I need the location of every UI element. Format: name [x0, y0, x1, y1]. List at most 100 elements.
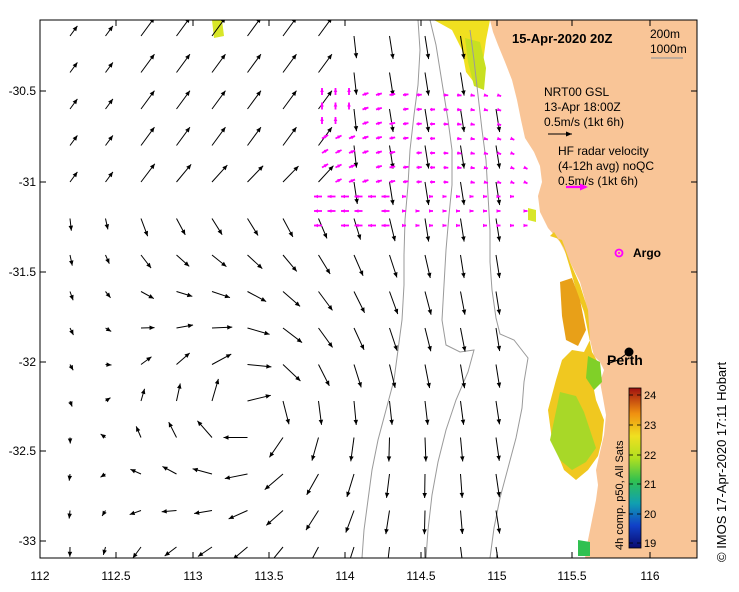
radar-arrow [402, 180, 409, 184]
model-arrow [130, 468, 142, 475]
model-arrow [389, 218, 396, 242]
sst-patch [586, 356, 602, 390]
model-arrow [282, 218, 294, 238]
radar-arrow [347, 88, 351, 95]
model-arrow [105, 62, 114, 73]
radar-arrow [470, 122, 475, 126]
plot-frame [39, 19, 698, 559]
model-arrow [495, 364, 502, 388]
model-arrow [495, 546, 499, 558]
radar-arrow [416, 180, 422, 184]
model-arrow [424, 327, 432, 352]
x-tick-113-5: 113.5 [254, 569, 283, 583]
model-arrow [247, 165, 264, 183]
model-arrow [353, 72, 359, 95]
model-arrow [69, 327, 74, 336]
model-arrow [69, 98, 78, 110]
model-arrow [318, 53, 333, 73]
model-arrow [318, 218, 328, 239]
model-arrow [211, 353, 232, 365]
x-tick-112: 112 [30, 569, 49, 583]
x-tick-113: 113 [183, 569, 202, 583]
model-arrow [211, 90, 226, 110]
radar-arrow [389, 136, 396, 140]
model-arrow [353, 400, 359, 425]
radar-arrow [375, 165, 383, 169]
model-arrow [460, 72, 466, 96]
radar-arrow [483, 151, 489, 155]
colorbar-ticks [629, 394, 641, 544]
radar-arrow [429, 107, 436, 112]
radar-arrow [362, 135, 369, 140]
model-arrow [69, 135, 78, 146]
model-arrow [389, 327, 398, 351]
radar-arrow [483, 180, 489, 184]
radar-arrow [496, 122, 502, 127]
radar-arrow [314, 223, 322, 228]
model-arrow [353, 218, 362, 240]
radar-arrow [483, 194, 487, 199]
model-arrow [424, 546, 426, 558]
model-arrow [495, 145, 502, 169]
x-tick-112-5: 112.5 [101, 569, 130, 583]
radar-arrow [456, 209, 460, 213]
radar-arrow [347, 102, 351, 110]
colorbar-tick-21: 21 [644, 479, 656, 491]
radar-arrow [389, 165, 396, 169]
radar-arrow [375, 92, 383, 97]
model-arrow [68, 218, 74, 231]
model-arrow [353, 145, 359, 168]
radar-arrow [523, 209, 528, 213]
radar-arrow [402, 107, 409, 112]
radar-arrow [416, 136, 422, 141]
model-arrow [100, 472, 106, 478]
radar-arrow [314, 194, 322, 199]
model-arrow [140, 53, 155, 73]
radar-arrow [333, 102, 338, 110]
model-arrow [105, 362, 112, 367]
radar-arrow [483, 107, 489, 112]
model-arrow [69, 25, 78, 37]
model-arrow [129, 510, 142, 516]
model-arrow [282, 327, 303, 343]
model-arrow [460, 108, 466, 133]
radar-arrow [354, 223, 363, 228]
radar-arrow [335, 163, 342, 169]
model-arrow [247, 254, 263, 270]
model-arrow [384, 510, 390, 535]
radar-arrow [470, 151, 475, 155]
model-arrow [140, 20, 154, 37]
model-arrow [282, 90, 297, 110]
model-arrow [424, 218, 431, 242]
model-arrow [269, 437, 284, 458]
colorbar [628, 387, 642, 549]
y-tick-31: -31 [19, 175, 37, 189]
model-arrow [282, 254, 298, 272]
y-tick-33: -33 [19, 534, 37, 548]
radar-arrow [348, 135, 356, 140]
radar-arrow [443, 107, 449, 112]
model-arrow [105, 135, 114, 146]
map-title: 15-Apr-2020 20Z [512, 31, 612, 46]
bathymetry-contours [361, 20, 529, 558]
model-arrow [312, 546, 319, 558]
model-arrow [353, 291, 366, 313]
radar-arrow [341, 223, 349, 228]
radar-arrow [443, 180, 449, 184]
model-arrow [459, 473, 465, 498]
model-arrow [495, 108, 502, 133]
model-arrow [211, 291, 231, 299]
radar-arrow [375, 107, 383, 111]
model-legend-line2: 13-Apr 18:00Z [544, 100, 621, 114]
model-arrow [422, 510, 427, 535]
model-arrow [460, 291, 467, 315]
radar-arrow [429, 165, 436, 170]
model-arrow [460, 218, 466, 242]
model-arrow [495, 473, 501, 498]
model-arrow [318, 254, 331, 275]
model-arrow [69, 254, 74, 266]
model-arrow [161, 509, 177, 514]
model-arrow [495, 327, 502, 352]
model-arrow [460, 145, 466, 169]
